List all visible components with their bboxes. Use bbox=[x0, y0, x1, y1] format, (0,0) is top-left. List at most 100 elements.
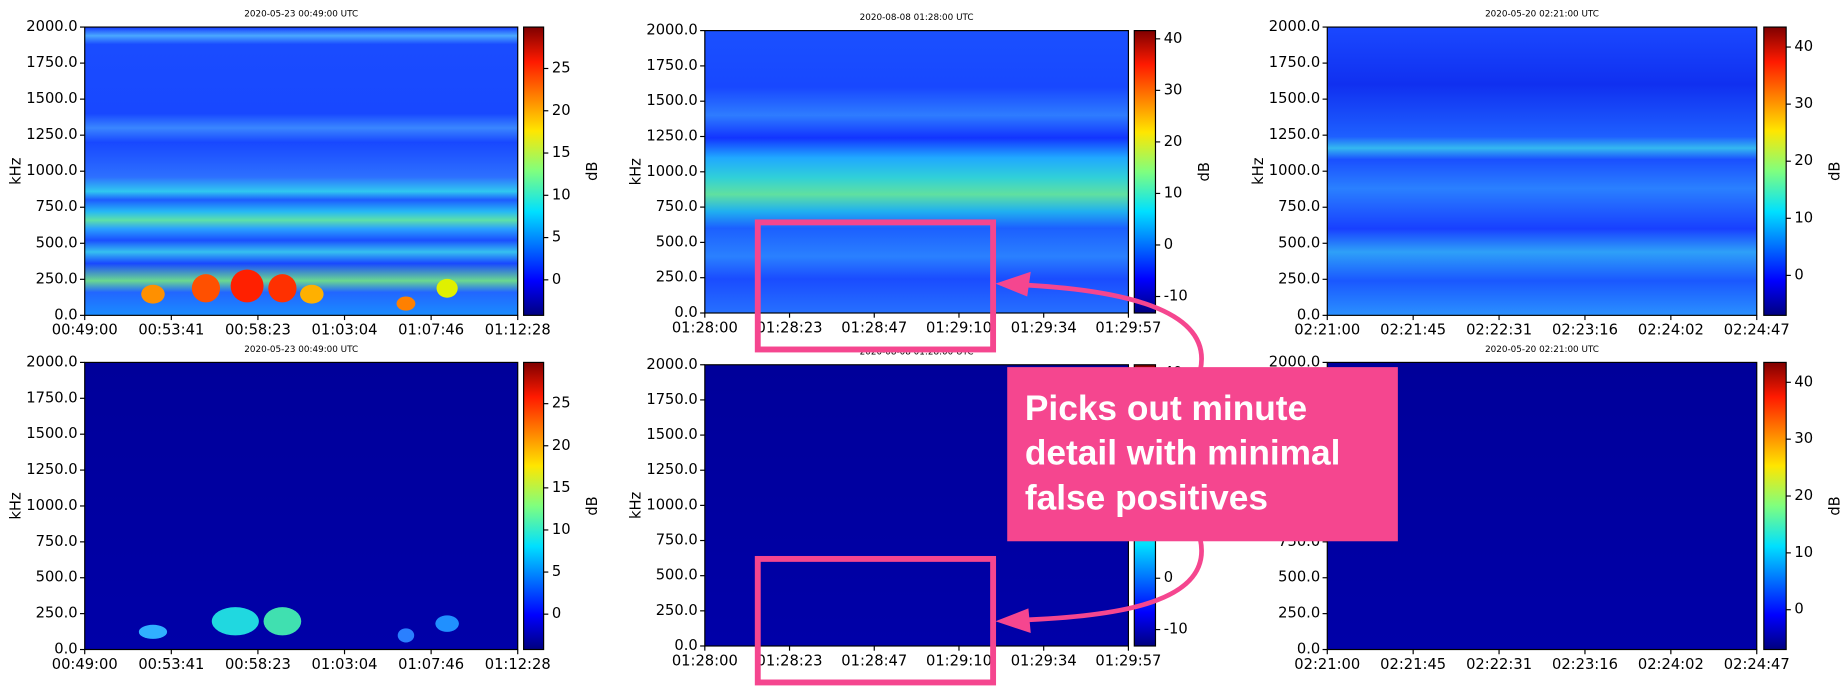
y-tick-label: 250.0 bbox=[656, 602, 698, 619]
colorbar bbox=[524, 362, 544, 649]
heat-blob bbox=[300, 285, 324, 304]
x-tick-label: 02:24:47 bbox=[1724, 656, 1790, 673]
y-tick-label: 750.0 bbox=[656, 532, 698, 549]
y-tick-label: 750.0 bbox=[36, 533, 78, 550]
chart-title: 2020-05-23 00:49:00 UTC bbox=[244, 10, 358, 20]
y-tick-label: 1000.0 bbox=[1269, 162, 1320, 179]
y-tick-label: 1000.0 bbox=[26, 497, 77, 514]
y-tick-label: 2000.0 bbox=[646, 356, 697, 373]
y-axis-label: kHz bbox=[7, 492, 24, 520]
x-tick-label: 02:21:45 bbox=[1380, 322, 1446, 339]
y-tick-label: 1750.0 bbox=[646, 391, 697, 408]
x-tick-label: 02:21:00 bbox=[1294, 656, 1360, 673]
spectrogram bbox=[85, 362, 518, 649]
y-tick-label: 1500.0 bbox=[646, 92, 697, 109]
heat-blob bbox=[264, 607, 302, 635]
heat-blob bbox=[139, 625, 167, 639]
colorbar-tick-label: 30 bbox=[1794, 430, 1813, 447]
y-tick-label: 1750.0 bbox=[1269, 54, 1320, 71]
x-tick-label: 01:28:23 bbox=[757, 652, 823, 669]
x-tick-label: 02:21:45 bbox=[1380, 656, 1446, 673]
colorbar-tick-label: 0 bbox=[1164, 569, 1173, 586]
colorbar-tick-label: 10 bbox=[1794, 209, 1813, 226]
colorbar-tick-label: 15 bbox=[552, 479, 571, 496]
x-tick-label: 02:24:02 bbox=[1638, 656, 1704, 673]
heat-blob bbox=[192, 274, 220, 302]
x-tick-label: 01:03:04 bbox=[312, 656, 378, 673]
y-tick-label: 250.0 bbox=[36, 605, 78, 622]
colorbar-tick-label: 0 bbox=[1794, 266, 1803, 283]
colorbar-tick-label: 25 bbox=[552, 59, 571, 76]
colorbar bbox=[1764, 362, 1786, 649]
colorbar-tick-label: 0 bbox=[552, 271, 561, 288]
y-tick-label: 2000.0 bbox=[26, 18, 77, 35]
colorbar-tick-label: 40 bbox=[1164, 30, 1183, 47]
colorbar-tick-label: 30 bbox=[1164, 81, 1183, 98]
colorbar-label: dB bbox=[584, 496, 601, 515]
colorbar-tick-label: 0 bbox=[552, 605, 561, 622]
colorbar-tick-label: 10 bbox=[1794, 544, 1813, 561]
y-tick-label: 1000.0 bbox=[646, 496, 697, 513]
x-tick-label: 01:07:46 bbox=[398, 322, 464, 339]
x-tick-label: 01:07:46 bbox=[398, 656, 464, 673]
colorbar-label: dB bbox=[1827, 162, 1844, 181]
x-tick-label: 00:53:41 bbox=[138, 322, 204, 339]
chart-title: 2020-05-20 02:21:00 UTC bbox=[1485, 10, 1599, 20]
colorbar-tick-label: 20 bbox=[552, 102, 571, 119]
colorbar-tick-label: 20 bbox=[1794, 152, 1813, 169]
callout-text: false positives bbox=[1025, 478, 1268, 517]
chart-panel: 2020-08-08 01:28:00 UTC0.0250.0500.0750.… bbox=[628, 13, 1213, 336]
x-tick-label: 01:28:00 bbox=[672, 652, 738, 669]
x-tick-label: 01:28:47 bbox=[841, 652, 907, 669]
spectrogram bbox=[85, 27, 518, 315]
y-tick-label: 250.0 bbox=[36, 270, 78, 287]
x-tick-label: 01:12:28 bbox=[485, 322, 551, 339]
x-tick-label: 01:29:10 bbox=[926, 652, 992, 669]
x-tick-label: 01:28:00 bbox=[672, 319, 738, 336]
colorbar-label: dB bbox=[1827, 496, 1844, 515]
colorbar-tick-label: 25 bbox=[552, 395, 571, 412]
colorbar-tick-label: 10 bbox=[552, 186, 571, 203]
heat-blob bbox=[231, 269, 264, 302]
x-tick-label: 02:22:31 bbox=[1466, 656, 1532, 673]
x-tick-label: 00:58:23 bbox=[225, 322, 291, 339]
colorbar-tick-label: 0 bbox=[1164, 236, 1173, 253]
colorbar-tick-label: 5 bbox=[552, 229, 561, 246]
y-tick-label: 2000.0 bbox=[646, 22, 697, 39]
y-tick-label: 250.0 bbox=[1278, 270, 1320, 287]
chart-panel: 2020-05-23 00:49:00 UTC0.0250.0500.0750.… bbox=[7, 345, 601, 673]
x-tick-label: 01:29:34 bbox=[1011, 652, 1077, 669]
colorbar-tick-label: 40 bbox=[1794, 38, 1813, 55]
colorbar-label: dB bbox=[1196, 162, 1213, 181]
heat-blob bbox=[437, 279, 458, 298]
y-tick-label: 500.0 bbox=[36, 234, 78, 251]
y-tick-label: 500.0 bbox=[36, 569, 78, 586]
colorbar-tick-label: 40 bbox=[1794, 373, 1813, 390]
y-tick-label: 1750.0 bbox=[26, 389, 77, 406]
chart-title: 2020-05-20 02:21:00 UTC bbox=[1485, 345, 1599, 355]
spectrogram bbox=[1327, 27, 1756, 315]
y-axis-label: kHz bbox=[1250, 157, 1267, 185]
colorbar-label: dB bbox=[584, 162, 601, 181]
heat-blob bbox=[435, 615, 459, 631]
y-tick-label: 1250.0 bbox=[646, 127, 697, 144]
y-tick-label: 1250.0 bbox=[26, 126, 77, 143]
y-tick-label: 750.0 bbox=[36, 198, 78, 215]
colorbar bbox=[524, 27, 544, 315]
y-tick-label: 250.0 bbox=[1278, 605, 1320, 622]
colorbar-tick-label: 30 bbox=[1794, 95, 1813, 112]
y-tick-label: 500.0 bbox=[656, 233, 698, 250]
y-tick-label: 1250.0 bbox=[1269, 126, 1320, 143]
heat-blob bbox=[397, 297, 416, 311]
y-axis-label: kHz bbox=[628, 158, 645, 186]
y-tick-label: 500.0 bbox=[1278, 234, 1320, 251]
x-tick-label: 01:03:04 bbox=[312, 322, 378, 339]
heat-blob bbox=[141, 285, 165, 304]
y-tick-label: 750.0 bbox=[656, 198, 698, 215]
x-tick-label: 02:23:16 bbox=[1552, 322, 1618, 339]
x-tick-label: 01:28:47 bbox=[841, 319, 907, 336]
x-tick-label: 02:24:02 bbox=[1638, 322, 1704, 339]
chart-title: 2020-05-23 00:49:00 UTC bbox=[244, 345, 358, 355]
heat-blob bbox=[268, 274, 296, 302]
y-tick-label: 500.0 bbox=[1278, 569, 1320, 586]
